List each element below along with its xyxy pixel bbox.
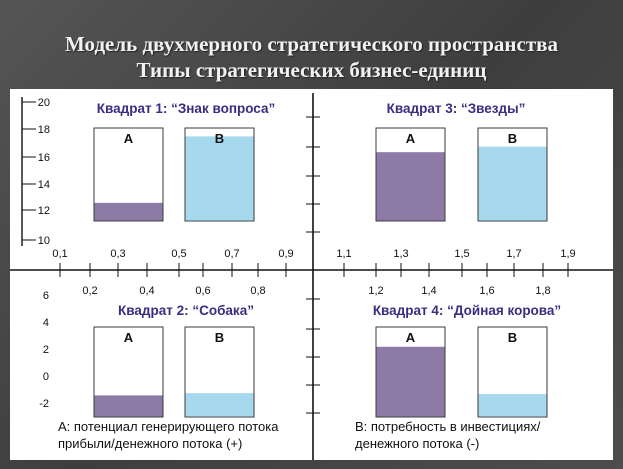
x-tick-label: 1,9 [560, 248, 575, 260]
x-tick-label: 0,2 [82, 285, 97, 297]
y-tick-label-top: 20 [38, 97, 50, 109]
y-tick-label-bottom: 4 [43, 317, 49, 329]
title-line-2: Типы стратегических бизнес-единиц [136, 58, 487, 82]
note-b-line-2: денежного потока (-) [355, 436, 480, 451]
x-tick-label: 1,2 [368, 285, 383, 297]
diagram-panel: 20 18 16 14 12 10 6 4 2 0 -2 0,1 0,3 0,5 0,7 0,9 0,2 0,4 0… [10, 89, 613, 460]
bar-fill [478, 394, 547, 417]
y-tick-label-bottom: 0 [43, 371, 49, 383]
bar-label: В [508, 330, 517, 345]
bar-label: В [215, 330, 224, 345]
bar-fill [185, 136, 254, 221]
bar-fill [376, 152, 445, 221]
bar-border [93, 127, 164, 222]
bar-label: А [406, 330, 416, 345]
bar-border [477, 326, 548, 418]
y-tick-label-top: 12 [38, 205, 50, 217]
bar-border [375, 127, 446, 222]
quadrant-label-q3: Квадрат 3: “Звезды” [387, 101, 526, 116]
x-tick-label: 0,5 [171, 248, 186, 260]
bar-label: А [124, 131, 134, 146]
bar-border [184, 127, 255, 222]
bar-fill [94, 395, 163, 417]
x-tick-label: 1,8 [535, 285, 550, 297]
x-tick-label: 1,1 [336, 248, 351, 260]
y-tick-label-top: 14 [38, 179, 50, 191]
bar-label: В [215, 131, 224, 146]
bar-fill [94, 202, 163, 221]
y-tick-label-bottom: -2 [39, 398, 49, 410]
quadrant-label-q1: Квадрат 1: “Знак вопроса” [97, 101, 275, 116]
bar-border [93, 326, 164, 418]
note-a: А: потенциал генерирующего потока прибыл… [58, 418, 278, 452]
bar-border [184, 326, 255, 418]
x-tick-label: 0,8 [250, 285, 265, 297]
x-tick-label: 0,4 [139, 285, 154, 297]
y-tick-label-bottom: 2 [43, 344, 49, 356]
title-line-1: Модель двухмерного стратегического прост… [65, 32, 558, 56]
y-tick-label-top: 10 [38, 235, 50, 247]
x-tick-label: 0,6 [195, 285, 210, 297]
note-b: В: потребность в инвестициях/ денежного … [355, 418, 540, 452]
bar-fill [478, 146, 547, 221]
bar-border [477, 127, 548, 222]
bar-label: В [508, 131, 517, 146]
quadrant-label-q4: Квадрат 4: “Дойная корова” [373, 303, 561, 318]
bar-label: А [124, 330, 134, 345]
bar-label: А [406, 131, 416, 146]
x-tick-label: 1,4 [421, 285, 436, 297]
y-tick-label-bottom: 6 [43, 290, 49, 302]
x-tick-label: 1,7 [506, 248, 521, 260]
note-a-line-1: А: потенциал генерирующего потока [58, 419, 279, 434]
x-tick-label: 0,9 [278, 248, 293, 260]
bar-border [375, 326, 446, 418]
y-tick-label-top: 18 [38, 124, 50, 136]
bar-fill [185, 393, 254, 417]
x-tick-label: 0,3 [110, 248, 125, 260]
bar-fill [376, 346, 445, 417]
x-tick-label: 0,7 [224, 248, 239, 260]
x-tick-label: 1,6 [479, 285, 494, 297]
note-a-line-2: прибыли/денежного потока (+) [58, 436, 243, 451]
x-tick-label: 1,5 [454, 248, 469, 260]
note-b-line-1: В: потребность в инвестициях/ [355, 419, 541, 434]
x-tick-label: 0,1 [52, 248, 67, 260]
y-tick-label-top: 16 [38, 152, 50, 164]
x-tick-label: 1,3 [393, 248, 408, 260]
quadrant-label-q2: Квадрат 2: “Собака” [118, 303, 254, 318]
